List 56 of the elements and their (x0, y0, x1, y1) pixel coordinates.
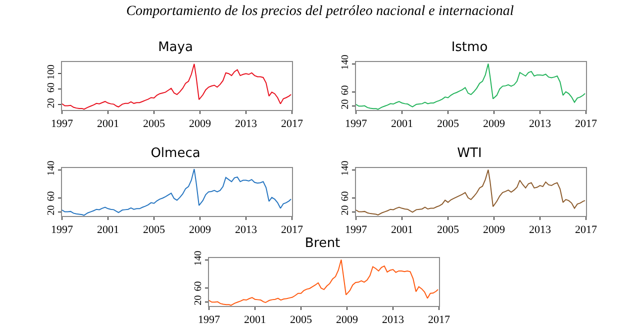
y-tick-label: 100 (46, 64, 57, 80)
y-tick-label: 140 (340, 54, 351, 70)
chart-title: Maya (158, 40, 193, 55)
x-tick-label: 2001 (391, 224, 413, 236)
y-tick-label: 20 (340, 205, 351, 216)
x-tick-label: 2005 (290, 314, 312, 325)
x-tick-label: 2001 (97, 224, 119, 236)
y-tick-label: 20 (193, 295, 204, 306)
x-tick-label: 1997 (51, 118, 74, 130)
line-series (62, 168, 292, 216)
x-tick-label: 2013 (235, 224, 258, 236)
y-tick-label: 140 (46, 160, 57, 176)
x-tick-label: 2005 (143, 118, 166, 130)
x-tick-label: 2017 (281, 118, 304, 130)
x-tick-label: 2013 (529, 224, 552, 236)
x-tick-label: 2001 (97, 118, 119, 130)
line-series (356, 63, 586, 110)
x-tick-label: 2009 (189, 224, 212, 236)
y-tick-label: 60 (340, 191, 351, 202)
x-tick-label: 2017 (575, 118, 598, 130)
x-tick-label: 2001 (391, 118, 413, 130)
y-tick-label: 20 (340, 99, 351, 110)
x-tick-label: 1997 (345, 224, 368, 236)
y-tick-label: 140 (340, 160, 351, 176)
x-tick-label: 1997 (51, 224, 74, 236)
x-tick-label: 2009 (189, 118, 212, 130)
x-tick-label: 2001 (244, 314, 266, 325)
chart-title: Brent (304, 236, 340, 251)
x-tick-label: 2005 (143, 224, 166, 236)
x-tick-label: 2013 (382, 314, 404, 325)
line-series (209, 259, 439, 306)
x-tick-label: 2005 (437, 224, 460, 236)
y-tick-label: 60 (193, 281, 204, 292)
x-tick-label: 2017 (281, 224, 304, 236)
y-tick-label: 140 (193, 250, 204, 266)
line-series (356, 169, 586, 216)
x-tick-label: 2013 (235, 118, 258, 130)
y-tick-label: 20 (46, 98, 57, 108)
chart-title: WTI (457, 146, 482, 161)
y-tick-label: 60 (46, 191, 57, 202)
y-tick-label: 60 (46, 82, 57, 93)
x-tick-label: 2009 (336, 314, 358, 325)
x-tick-label: 1997 (198, 314, 220, 325)
y-tick-label: 60 (340, 85, 351, 96)
chart-title: Istmo (451, 40, 488, 55)
x-tick-label: 1997 (345, 118, 368, 130)
x-tick-label: 2013 (529, 118, 552, 130)
x-tick-label: 2005 (437, 118, 460, 130)
x-tick-label: 2017 (575, 224, 598, 236)
chart-title: Olmeca (150, 146, 200, 161)
x-tick-label: 2009 (483, 118, 506, 130)
text: Comportamiento de los precios del petróleo nacional e internacional (125, 4, 515, 20)
x-tick-label: 2009 (483, 224, 506, 236)
x-tick-label: 2017 (428, 314, 450, 325)
line-series (62, 63, 292, 110)
y-tick-label: 20 (46, 205, 57, 216)
